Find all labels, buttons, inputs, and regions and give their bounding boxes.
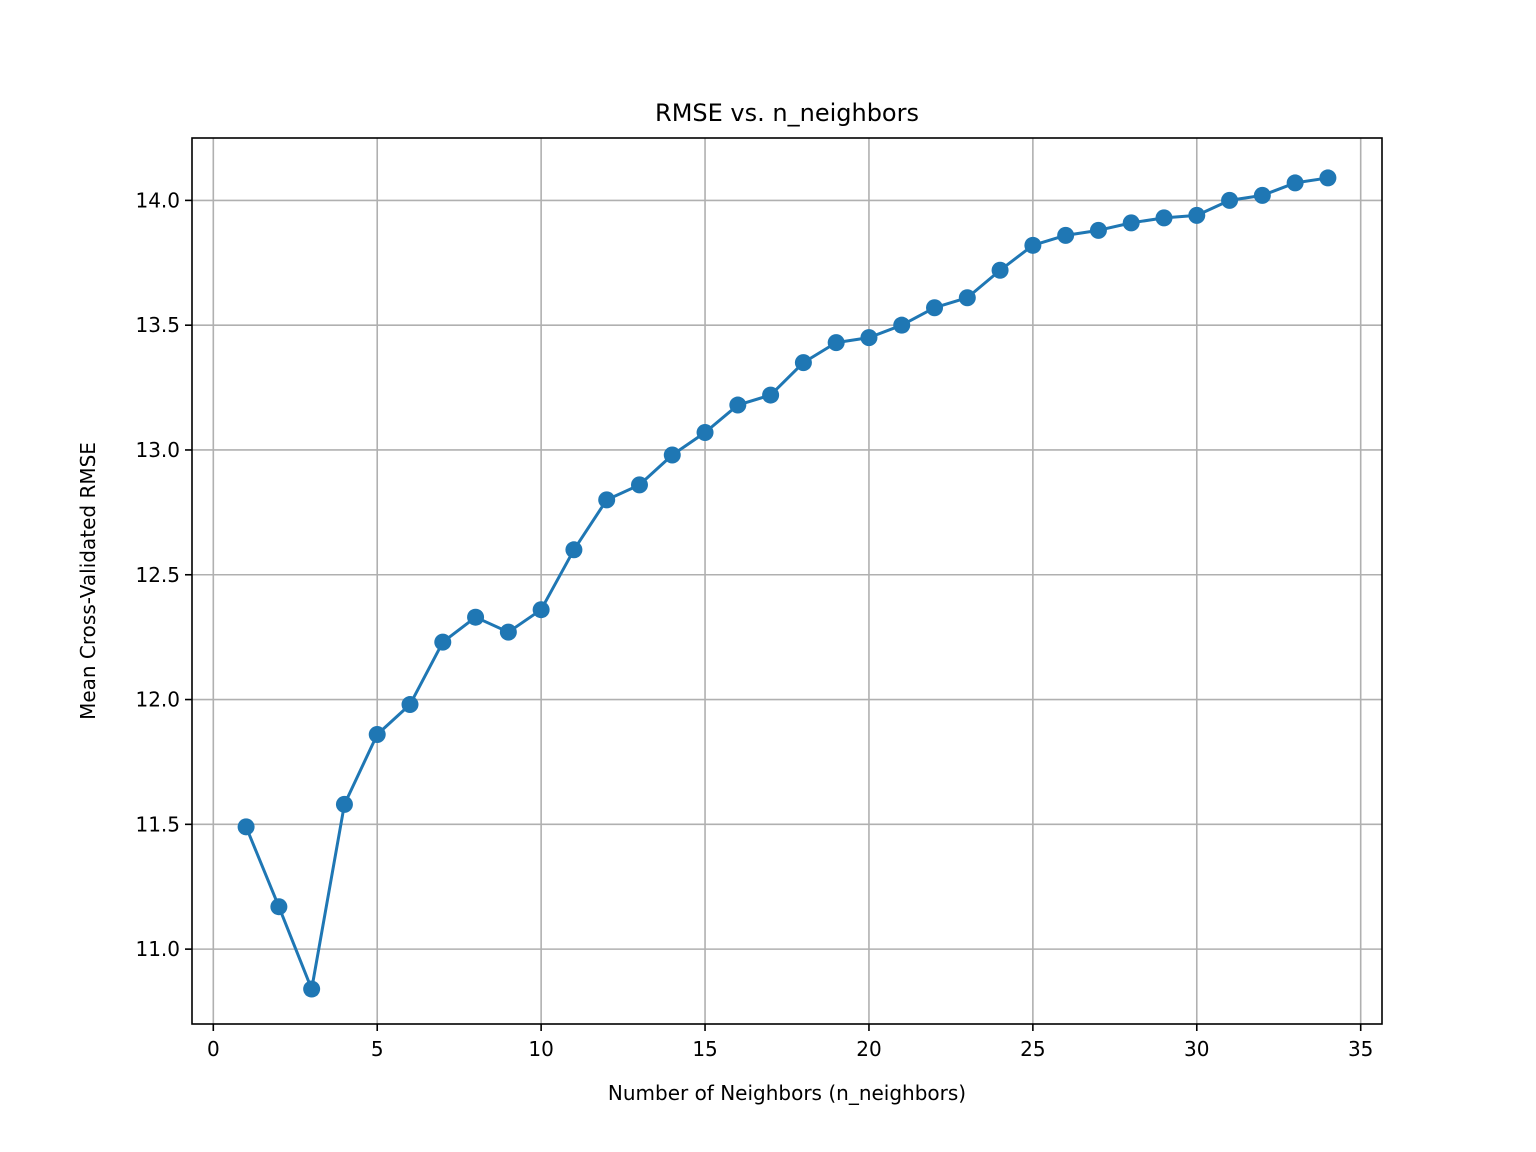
x-axis-label: Number of Neighbors (n_neighbors) <box>608 1081 966 1105</box>
data-point <box>270 898 288 916</box>
x-tick-label: 20 <box>856 1037 881 1061</box>
data-point <box>1155 209 1173 227</box>
data-point <box>1122 214 1140 232</box>
chart-title: RMSE vs. n_neighbors <box>655 99 919 127</box>
data-point <box>368 725 386 743</box>
data-point <box>598 491 616 509</box>
data-point <box>893 316 911 334</box>
y-tick-label: 13.0 <box>135 438 180 462</box>
data-point <box>991 261 1009 279</box>
x-tick-label: 35 <box>1348 1037 1373 1061</box>
data-point <box>630 476 648 494</box>
data-point <box>467 608 485 626</box>
x-tick-label: 10 <box>528 1037 553 1061</box>
data-point <box>794 354 812 372</box>
x-tick-label: 30 <box>1184 1037 1209 1061</box>
series-line <box>244 176 1330 991</box>
y-axis-label: Mean Cross-Validated RMSE <box>76 442 100 720</box>
series-layer <box>244 176 1330 991</box>
data-point <box>1253 186 1271 204</box>
data-point <box>696 424 714 442</box>
grid-lines <box>192 138 1382 1024</box>
data-point <box>499 623 517 641</box>
data-point <box>434 633 452 651</box>
data-point <box>860 329 878 347</box>
data-point <box>1057 226 1075 244</box>
data-point <box>237 818 255 836</box>
y-axis-ticks: 11.0 11.5 12.0 12.5 13.0 13.5 14.0 <box>135 188 192 961</box>
data-point <box>663 446 681 464</box>
data-point <box>1089 221 1107 239</box>
data-point <box>1024 236 1042 254</box>
y-tick-label: 11.5 <box>135 812 180 836</box>
x-tick-label: 15 <box>692 1037 717 1061</box>
data-point <box>401 696 419 714</box>
data-point <box>565 541 583 559</box>
y-tick-label: 12.0 <box>135 688 180 712</box>
data-point <box>1188 206 1206 224</box>
data-point <box>958 289 976 307</box>
marker-layer <box>237 169 1337 998</box>
data-point <box>926 299 944 317</box>
x-tick-label: 25 <box>1020 1037 1045 1061</box>
x-axis-ticks: 0 5 10 15 20 25 30 35 <box>207 1024 1373 1061</box>
data-point <box>532 601 550 619</box>
data-point <box>827 334 845 352</box>
x-tick-label: 5 <box>371 1037 384 1061</box>
plot-frame <box>191 137 1383 1025</box>
data-point <box>1221 191 1239 209</box>
data-point <box>303 980 321 998</box>
data-point <box>729 396 747 414</box>
x-tick-label: 0 <box>207 1037 220 1061</box>
data-point <box>762 386 780 404</box>
y-tick-label: 13.5 <box>135 313 180 337</box>
data-point <box>335 795 353 813</box>
y-tick-label: 14.0 <box>135 188 180 212</box>
y-tick-label: 11.0 <box>135 937 180 961</box>
data-point <box>1319 169 1337 187</box>
y-tick-label: 12.5 <box>135 563 180 587</box>
data-point <box>1286 174 1304 192</box>
